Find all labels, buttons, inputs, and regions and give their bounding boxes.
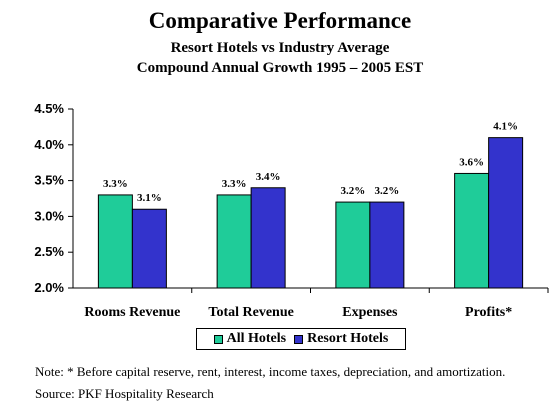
footnote: Note: * Before capital reserve, rent, in… [35, 364, 506, 379]
data-label: 3.4% [256, 171, 281, 183]
chart-legend: All Hotels Resort Hotels [196, 328, 406, 350]
data-label: 3.3% [103, 178, 128, 190]
y-tick-label: 3.5% [34, 173, 64, 188]
bar [335, 201, 371, 289]
legend-label-all-hotels: All Hotels [226, 331, 287, 346]
bar [454, 172, 490, 289]
category-label: Total Revenue [208, 305, 293, 320]
bar-chart: 2.0% 2.5% 3.0% 3.5% 4.0% 4.5% Rooms Revenue 3.3… [34, 101, 549, 320]
bar [369, 201, 405, 289]
category-label: Rooms Revenue [84, 305, 180, 320]
legend-swatch-resort-hotels [294, 334, 304, 344]
chart-title: Comparative Performance [148, 8, 412, 33]
y-tick-label: 4.5% [34, 101, 64, 116]
bar [250, 187, 286, 289]
y-tick-label: 2.5% [34, 244, 64, 259]
bar [97, 194, 133, 289]
data-label: 3.2% [375, 185, 400, 197]
y-tick-label: 3.0% [34, 208, 64, 223]
bar [216, 194, 252, 289]
bar [488, 137, 524, 289]
data-label: 4.1% [493, 121, 518, 133]
category-label: Expenses [342, 305, 398, 320]
data-label: 3.3% [222, 178, 247, 190]
source-note: Source: PKF Hospitality Research [35, 386, 214, 401]
data-label: 3.6% [459, 156, 484, 168]
y-tick-label: 2.0% [34, 280, 64, 295]
data-label: 3.2% [341, 185, 366, 197]
y-tick-label: 4.0% [34, 137, 64, 152]
legend-item-resort-hotels: Resort Hotels [294, 331, 388, 347]
bar [131, 208, 167, 289]
legend-label-resort-hotels: Resort Hotels [307, 331, 389, 346]
legend-item-all-hotels: All Hotels [213, 331, 287, 347]
legend-swatch-all-hotels [213, 334, 223, 344]
data-label: 3.1% [137, 192, 162, 204]
category-label: Profits* [465, 305, 512, 320]
chart-subtitle-line-2: Compound Annual Growth 1995 – 2005 EST [136, 60, 424, 76]
chart-subtitle-line-1: Resort Hotels vs Industry Average [170, 40, 390, 56]
